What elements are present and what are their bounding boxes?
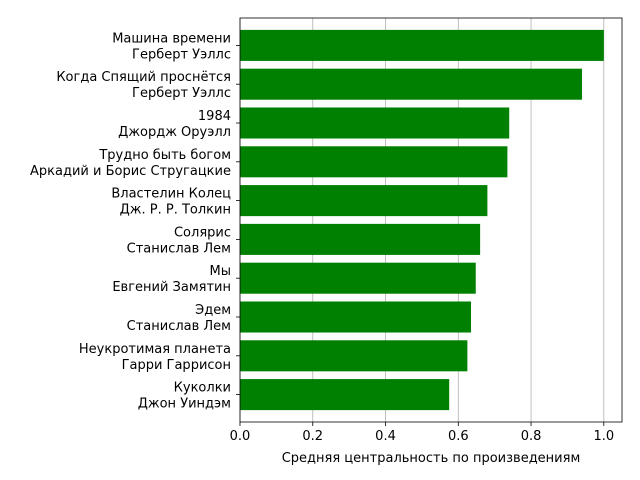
- y-tick-label-title: Эдем: [195, 303, 231, 318]
- bar: [240, 185, 488, 217]
- y-tick-label-author: Станислав Лем: [127, 241, 231, 256]
- y-tick-label-author: Станислав Лем: [127, 319, 231, 334]
- y-tick-label-author: Герберт Уэллс: [132, 47, 231, 62]
- y-tick-label-author: Джордж Оруэлл: [118, 125, 231, 140]
- bar: [240, 340, 468, 372]
- y-tick-label-title: 1984: [198, 109, 231, 124]
- y-tick-label-author: Аркадий и Борис Стругацкие: [30, 164, 231, 179]
- y-tick-label-title: Куколки: [174, 381, 231, 396]
- bars: [240, 29, 604, 411]
- y-tick-label-title: Властелин Колец: [111, 187, 231, 202]
- bar: [240, 146, 508, 178]
- y-tick-label-title: Солярис: [174, 225, 231, 240]
- y-tick-label-title: Мы: [210, 264, 231, 279]
- x-tick-label: 0.6: [448, 429, 469, 444]
- bar: [240, 379, 450, 411]
- bar: [240, 301, 472, 333]
- y-tick-label-author: Евгений Замятин: [112, 280, 231, 295]
- y-tick-label-author: Дж. Р. Р. Толкин: [120, 203, 231, 218]
- y-tick-label-author: Джон Уиндэм: [138, 397, 231, 412]
- bar: [240, 29, 604, 61]
- y-tick-label-author: Гарри Гаррисон: [122, 358, 231, 373]
- x-tick-label: 1.0: [593, 429, 614, 444]
- y-tick-label-title: Машина времени: [112, 31, 231, 46]
- x-tick-label: 0.0: [230, 429, 251, 444]
- bar: [240, 262, 476, 294]
- y-tick-label-author: Герберт Уэллс: [132, 86, 231, 101]
- bar: [240, 223, 481, 255]
- y-tick-label-title: Неукротимая планета: [79, 342, 231, 357]
- x-tick-label: 0.8: [521, 429, 542, 444]
- y-tick-label-title: Когда Спящий проснётся: [56, 70, 231, 85]
- plot-frame: [239, 17, 623, 423]
- bar: [240, 107, 510, 139]
- x-tick-label: 0.4: [375, 429, 396, 444]
- bar: [240, 68, 582, 100]
- axes: [236, 17, 623, 426]
- y-tick-label-title: Трудно быть богом: [98, 148, 231, 163]
- x-axis-label: Средняя центральность по произведениям: [282, 451, 581, 466]
- x-tick-label: 0.2: [302, 429, 323, 444]
